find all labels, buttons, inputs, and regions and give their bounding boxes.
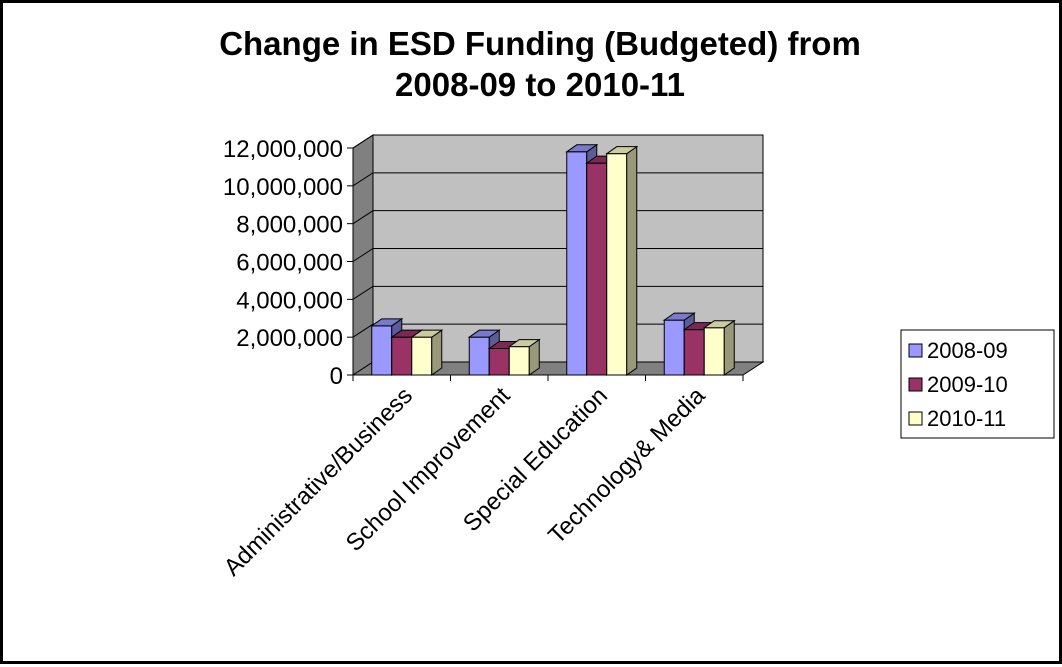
bar-2010-11-School Improvement [507, 338, 541, 376]
bar-front [468, 336, 490, 376]
bar-top [662, 312, 696, 321]
bar-front [566, 151, 588, 376]
y-tick-label: 8,000,000 [236, 212, 343, 239]
x-tick-label: School Improvement [341, 382, 516, 557]
legend-swatch [908, 411, 923, 426]
legend-label: 2010-11 [927, 406, 1006, 431]
bar-front [663, 319, 685, 376]
y-tick-label: 6,000,000 [236, 250, 343, 277]
bar-top [702, 320, 736, 329]
legend-swatch [908, 377, 923, 392]
y-tick-label: 10,000,000 [223, 174, 343, 201]
plot-area: 0 2,000,000 4,000,000 6,000,000 8,000,000 10,… [219, 134, 765, 581]
bar-2010-11-Administrative/Business [410, 329, 444, 376]
gridline [352, 134, 763, 149]
bar-chart: Change in ESD Funding (Budgeted) from 20… [219, 25, 1055, 581]
bar-front [586, 162, 608, 376]
chart-title-line-2: 2008-09 to 2010-11 [395, 66, 685, 103]
y-tick-label: 4,000,000 [236, 287, 343, 314]
bar-front [683, 329, 705, 376]
chart-title-line-1: Change in ESD Funding (Budgeted) from [219, 25, 861, 62]
bar-side [723, 319, 735, 376]
bar-front [606, 153, 628, 376]
bar-side [626, 145, 638, 376]
bar-top [370, 318, 404, 327]
legend-box [900, 329, 1055, 439]
bar-front [508, 346, 530, 376]
bar-top [507, 339, 541, 348]
bar-top [467, 329, 501, 338]
legend-label: 2009-10 [927, 372, 1008, 397]
legend-swatch [908, 343, 923, 358]
bar-front [703, 327, 725, 376]
legend: 2008-09 2009-10 2010-11 [900, 329, 1055, 439]
bar-front [371, 325, 393, 376]
bar-side [431, 329, 443, 376]
y-tick-label: 12,000,000 [223, 136, 343, 163]
bar-2010-11-Special Education [605, 145, 639, 376]
y-tick-label: 0 [330, 363, 343, 390]
bar-2010-11-Technology& Media [702, 319, 736, 376]
bar-top [410, 329, 444, 338]
bar-top [565, 144, 599, 153]
x-tick-label: Administrative/Business [219, 382, 418, 581]
bar-front [391, 336, 413, 376]
bar-top [605, 146, 639, 155]
bar-front [411, 336, 433, 376]
y-tick-label: 2,000,000 [236, 325, 343, 352]
bar-front [488, 348, 510, 376]
legend-label: 2008-09 [927, 338, 1008, 363]
